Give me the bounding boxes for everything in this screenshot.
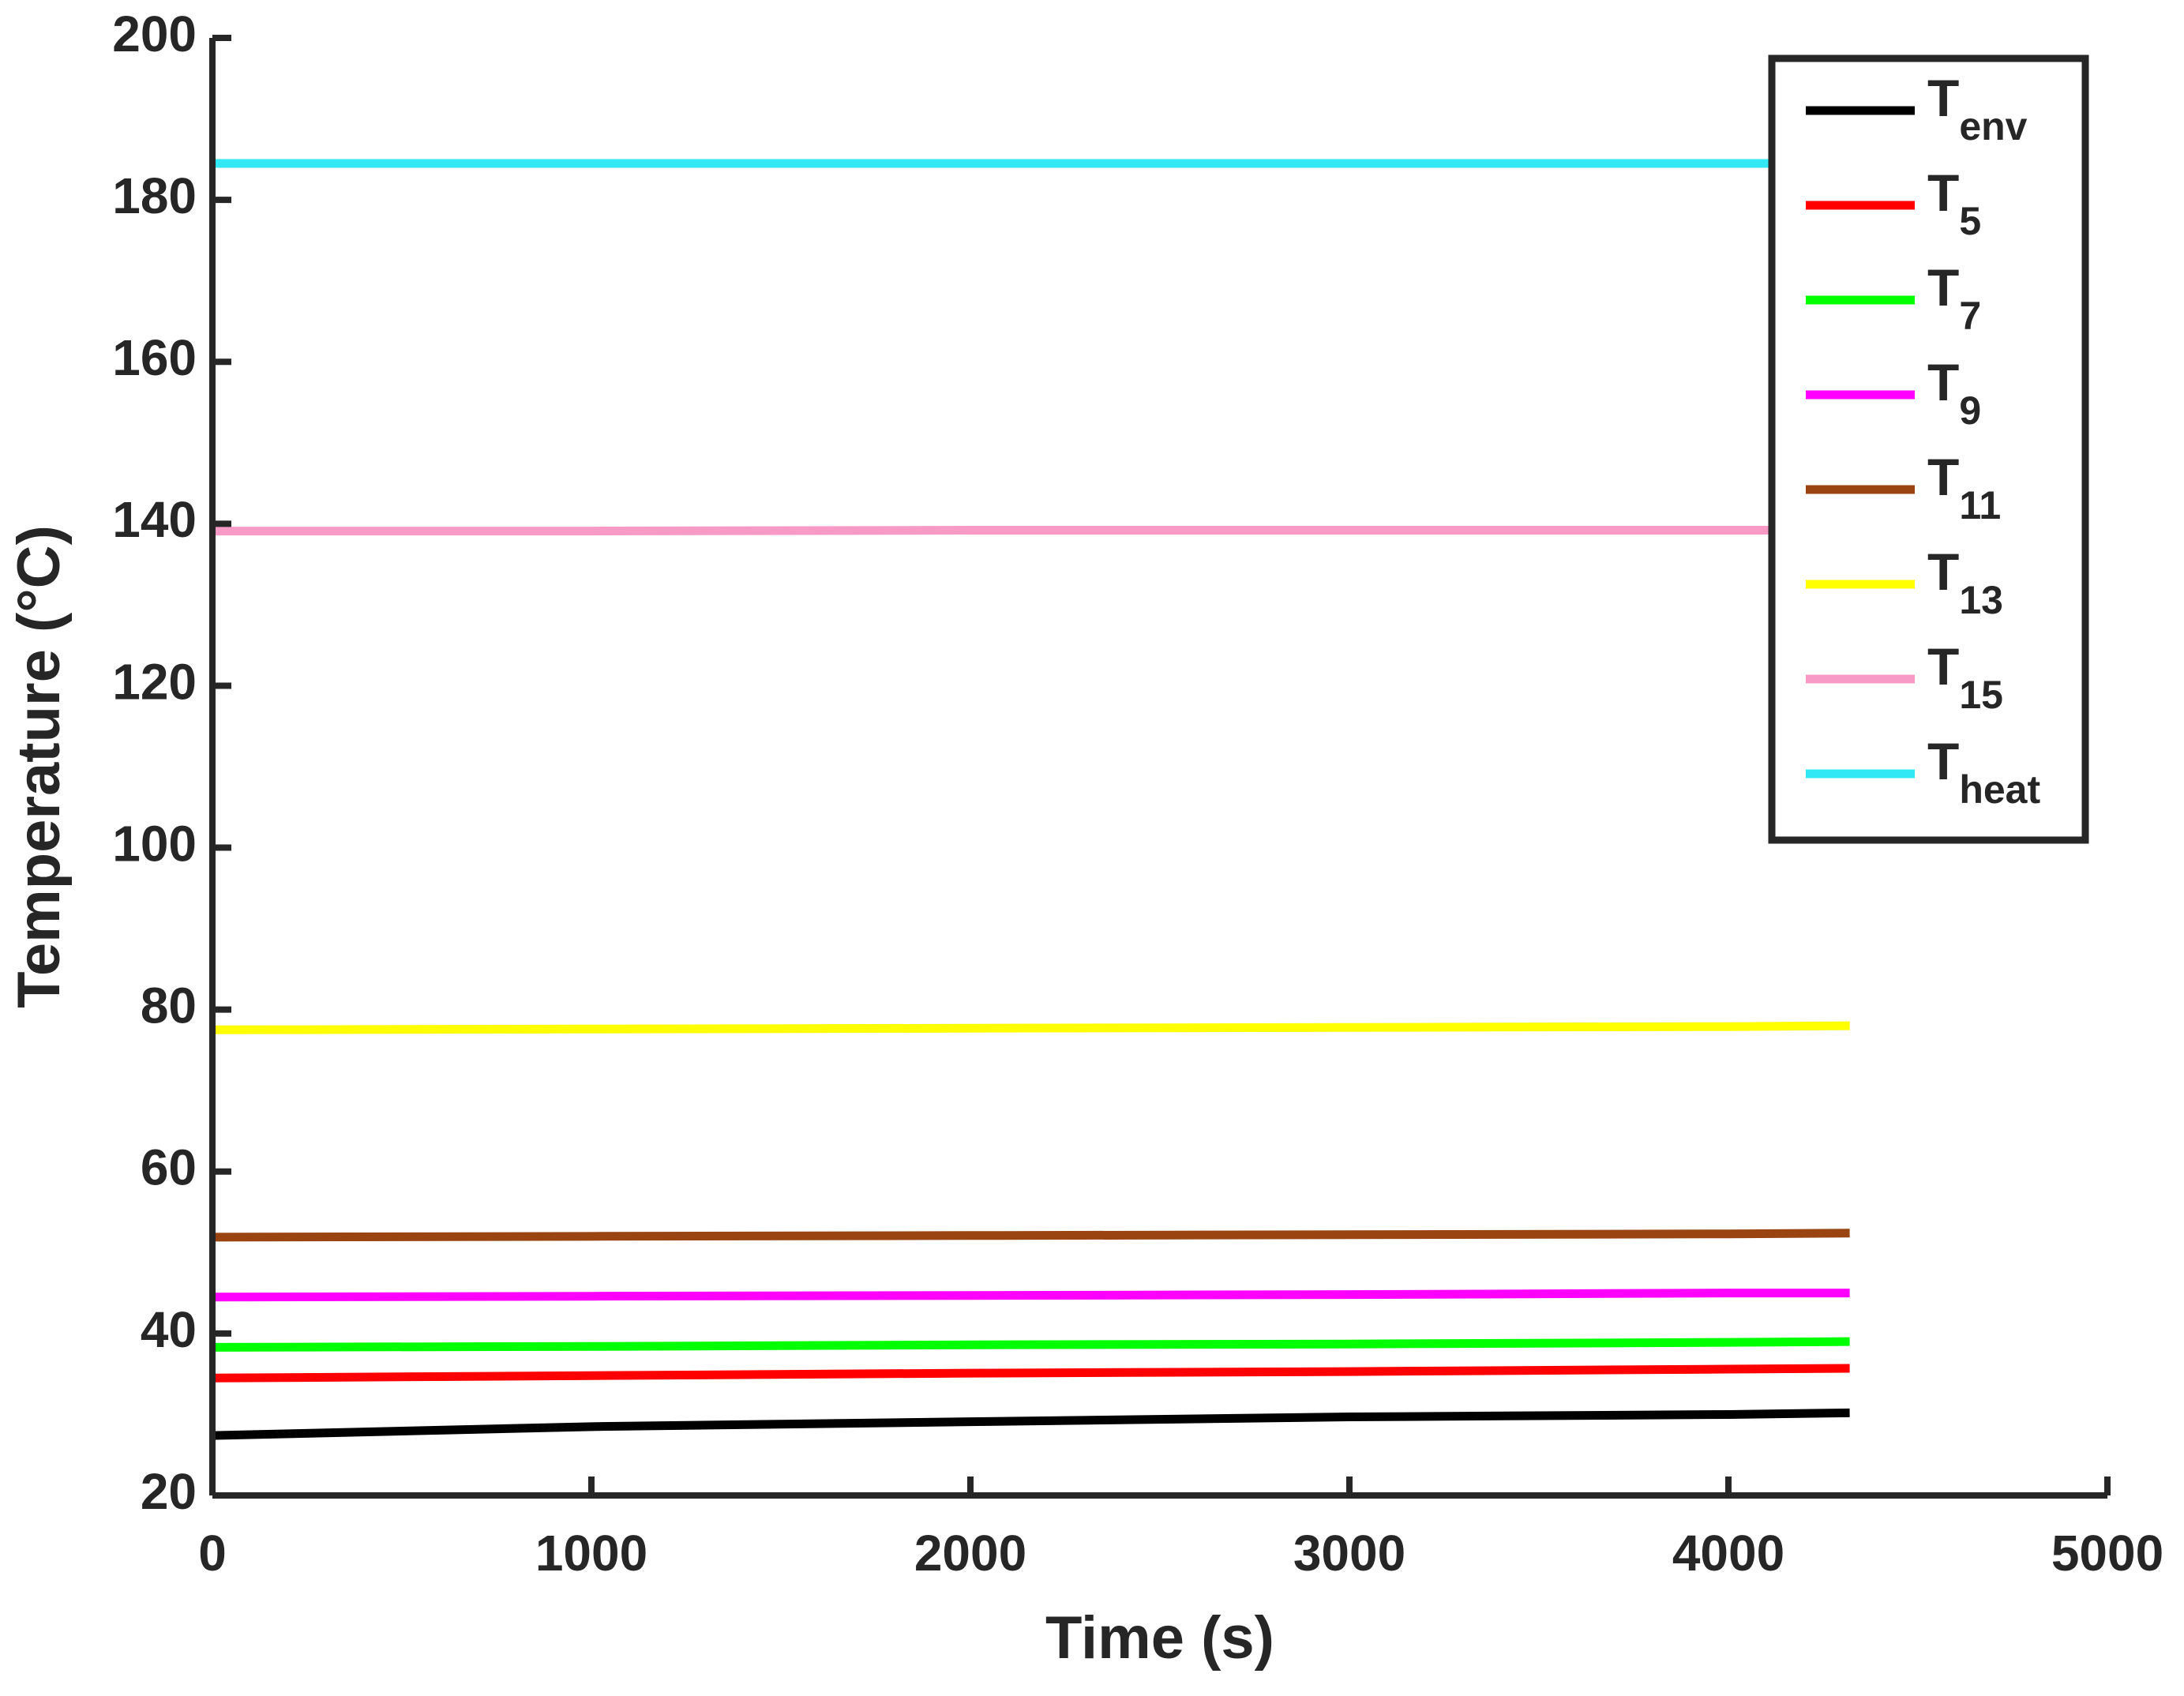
legend-label: T11 [1927,448,2001,527]
y-tick-label: 140 [112,491,197,548]
data-line [212,1289,1850,1302]
legend-box [1768,54,2089,844]
legend-label: T13 [1927,542,2003,622]
legend-label: T9 [1927,353,1981,433]
legend: Tenv T5 T7 T9 T11 T13 T15 Theat [1768,54,2089,844]
y-axis-label: Temperature (°C) [6,525,73,1008]
y-tick-label: 20 [141,1463,197,1520]
legend-label: T15 [1927,637,2003,717]
x-tick-label: 2000 [914,1525,1026,1582]
x-tick-label: 0 [198,1525,227,1582]
x-tick-label: 5000 [2051,1525,2163,1582]
legend-label: Tenv [1927,69,2028,148]
x-tick-label: 3000 [1293,1525,1405,1582]
y-tick-label: 120 [112,653,197,710]
data-line [212,1021,1850,1034]
legend-label: T5 [1927,163,1981,243]
data-line [212,1408,1850,1440]
data-line [212,1229,1850,1242]
data-line [212,1364,1850,1383]
y-tick-label: 180 [112,167,197,224]
x-tick-label: 1000 [535,1525,647,1582]
data-line [212,1337,1850,1352]
x-axis-label: Time (s) [1045,1604,1274,1672]
y-tick-label: 80 [141,977,197,1034]
y-tick-label: 100 [112,815,197,872]
y-tick-label: 200 [112,6,197,62]
legend-label: T7 [1927,258,1981,338]
y-tick-label: 160 [112,329,197,386]
x-tick-label: 4000 [1672,1525,1784,1582]
y-tick-label: 60 [141,1139,197,1196]
y-tick-label: 40 [141,1301,197,1358]
legend-label: Theat [1927,732,2040,812]
